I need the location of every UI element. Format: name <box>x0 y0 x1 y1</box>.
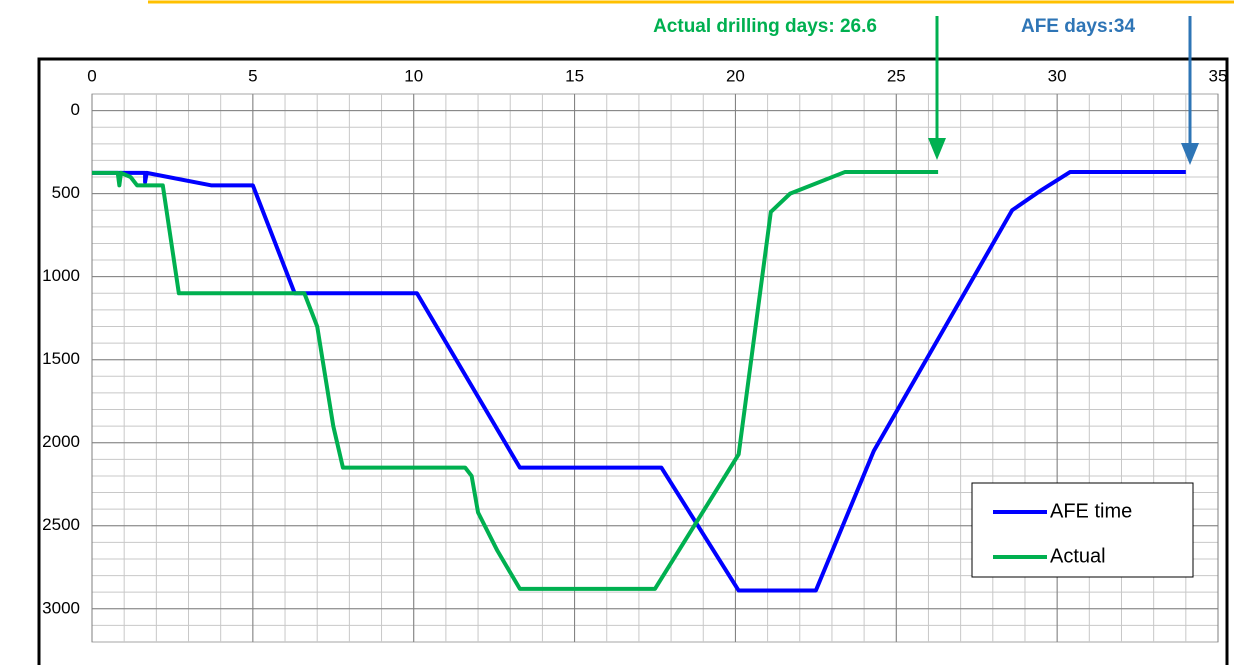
legend-label: Actual <box>1050 545 1106 567</box>
annotation-arrowhead <box>1181 143 1199 165</box>
x-tick-label: 30 <box>1048 66 1067 85</box>
y-tick-label: 1500 <box>42 349 80 368</box>
y-tick-label: 1000 <box>42 266 80 285</box>
y-tick-label: 0 <box>71 100 80 119</box>
x-tick-label: 15 <box>565 66 584 85</box>
annotation-arrowhead <box>928 138 946 160</box>
x-tick-label: 5 <box>248 66 257 85</box>
x-tick-label: 0 <box>87 66 96 85</box>
y-tick-label: 500 <box>52 183 80 202</box>
y-tick-label: 2500 <box>42 515 80 534</box>
x-tick-label: 35 <box>1209 66 1228 85</box>
legend-label: AFE time <box>1050 500 1132 522</box>
y-tick-label: 3000 <box>42 598 80 617</box>
x-tick-label: 25 <box>887 66 906 85</box>
x-tick-label: 10 <box>404 66 423 85</box>
legend-box <box>971 482 1194 578</box>
annotation-text: AFE days:34 <box>1021 16 1135 37</box>
y-tick-label: 2000 <box>42 432 80 451</box>
series-line <box>92 170 1186 593</box>
series-line <box>92 170 939 591</box>
annotation-text: Actual drilling days: 26.6 <box>653 16 877 37</box>
x-tick-label: 20 <box>726 66 745 85</box>
